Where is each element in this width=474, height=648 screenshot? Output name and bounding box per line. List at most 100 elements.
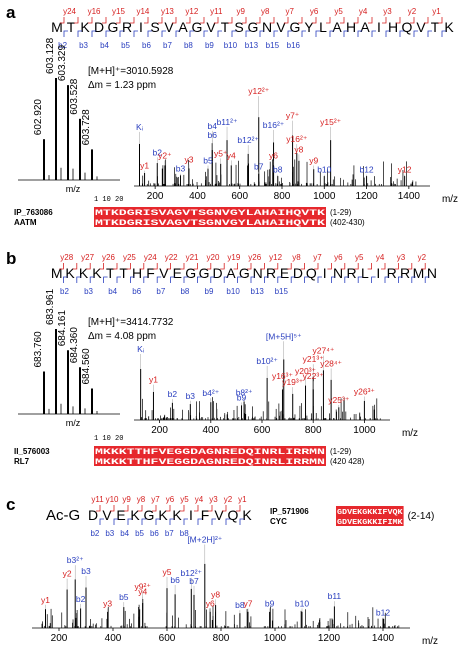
y-ion-label: y14	[136, 7, 149, 16]
sequence-residue: K	[79, 265, 89, 281]
y-cleavage-mark	[180, 505, 185, 512]
y-ion-label: y4	[376, 253, 385, 262]
sequence-residue: D	[88, 507, 98, 523]
b-cleavage-mark	[99, 518, 104, 525]
b-cleavage-mark	[63, 30, 68, 37]
peak-annotation: b12	[376, 607, 390, 617]
b-cleavage-mark	[197, 276, 202, 283]
b-cleavage-mark	[217, 30, 222, 37]
y-cleavage-mark	[206, 263, 212, 270]
spectrum-x-label: m/z	[402, 428, 418, 439]
b-cleavage-mark	[63, 276, 68, 283]
sequence-residue: D	[94, 19, 104, 35]
alignment-background	[94, 217, 326, 227]
b-ion-label: b9	[205, 41, 214, 50]
b-cleavage-mark	[301, 30, 306, 37]
inset-peak-label: 683.961	[45, 288, 56, 325]
b-ion-label: b5	[121, 41, 130, 50]
y-cleavage-mark	[180, 263, 185, 270]
y-cleavage-mark	[354, 17, 359, 24]
sequence-residue: D	[212, 265, 222, 281]
peak-annotation: b7	[254, 162, 264, 172]
x-tick-label: 200	[151, 425, 168, 436]
b-cleavage-mark	[317, 276, 322, 283]
peak-annotation: b9	[265, 598, 275, 608]
sequence-residue: M	[51, 265, 63, 281]
peak-annotation: y15²⁺	[320, 117, 342, 127]
b-cleavage-mark	[264, 276, 269, 283]
panel-letter: b	[6, 249, 16, 268]
sequence-residue: I	[189, 507, 193, 523]
peak-annotation: b12	[359, 165, 373, 175]
peak-annotation: y7⁺	[286, 111, 300, 121]
b-ion-label: b2	[90, 529, 99, 538]
b-cleavage-mark	[143, 276, 148, 283]
peak-annotation: y16³⁺	[272, 371, 294, 381]
y-ion-label: y6	[334, 253, 343, 262]
sequence-residue: T	[431, 19, 440, 35]
b-cleavage-mark	[343, 30, 348, 37]
alignment-name: RL7	[14, 457, 30, 466]
y-ion-label: y8	[261, 7, 270, 16]
peak-annotation: y22³⁺	[303, 371, 325, 381]
sequence-residue: M	[51, 19, 63, 35]
peak-annotation: b4²⁺	[202, 388, 219, 398]
b-cleavage-mark	[231, 30, 236, 37]
inset-peak-label: 684.161	[57, 310, 68, 347]
y-ion-label: y5	[180, 495, 189, 504]
b-cleavage-mark	[141, 518, 146, 525]
b-cleavage-mark	[105, 30, 110, 37]
b-cleavage-mark	[250, 276, 255, 283]
y-cleavage-mark	[314, 263, 319, 270]
y-cleavage-mark	[59, 263, 64, 270]
b-cleavage-mark	[91, 30, 96, 37]
y-cleavage-mark	[124, 505, 129, 512]
y-cleavage-mark	[340, 17, 345, 24]
b-cleavage-mark	[225, 518, 230, 525]
alignment-name: CYC	[270, 517, 287, 526]
y-cleavage-mark	[312, 17, 317, 24]
peak-annotation: b3²⁺	[67, 555, 84, 565]
alignment-name: IP_571906	[270, 507, 309, 516]
y-cleavage-mark	[144, 17, 149, 24]
x-tick-label: 600	[254, 425, 271, 436]
spectrum-x-label: m/z	[442, 194, 458, 205]
y-cleavage-mark	[368, 17, 373, 24]
sequence-residue: E	[280, 265, 289, 281]
y-cleavage-mark	[394, 263, 399, 270]
b-cleavage-mark	[259, 30, 264, 37]
peak-annotation: y7	[244, 598, 253, 608]
peak-annotation: b6	[170, 575, 180, 585]
sequence-residue: I	[139, 19, 143, 35]
alignment-background	[336, 516, 404, 526]
peak-annotation: y1	[140, 161, 149, 171]
sequence-residue: G	[199, 265, 210, 281]
b-ion-label: b15	[266, 41, 280, 50]
b-cleavage-mark	[424, 276, 430, 283]
y-cleavage-mark	[153, 263, 158, 270]
peak-annotation: b11	[328, 591, 342, 601]
alignment-range: (1-29)	[330, 208, 352, 217]
sequence-residue: T	[106, 265, 115, 281]
y-cleavage-mark	[138, 505, 143, 512]
sequence-residue: K	[444, 19, 454, 35]
y-ion-label: y8	[137, 495, 146, 504]
alignment-range: (2-14)	[408, 511, 435, 522]
y-cleavage-mark	[186, 17, 191, 24]
sequence-residue: K	[92, 265, 102, 281]
sequence-residue: A	[178, 19, 188, 35]
b-ion-label: b13	[251, 287, 265, 296]
peak-annotation: [M+2H]²⁺	[187, 535, 222, 545]
y-cleavage-mark	[152, 505, 157, 512]
y-ion-label: y24	[144, 253, 157, 262]
peak-annotation: y12²⁺	[248, 86, 270, 96]
peak-annotation: b3	[176, 164, 186, 174]
peak-annotation: y8	[294, 144, 303, 154]
b-cleavage-mark	[239, 518, 244, 525]
y-cleavage-mark	[214, 17, 219, 24]
peak-annotation: y3	[184, 155, 193, 165]
sequence-residue: K	[158, 507, 168, 523]
y-ion-label: y1	[238, 495, 247, 504]
sequence-residue: Q	[402, 19, 413, 35]
